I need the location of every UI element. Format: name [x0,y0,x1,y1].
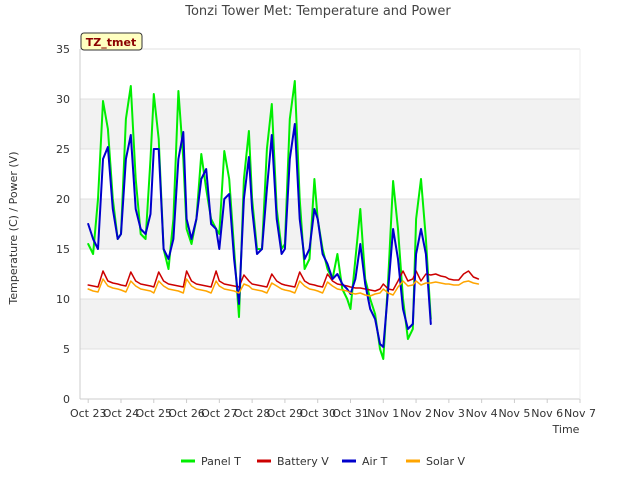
band-25-30 [80,99,580,149]
y-tick-30: 30 [56,93,70,106]
x-tick-2: Oct 25 [136,407,173,420]
x-tick-0: Oct 23 [70,407,107,420]
x-tick-6: Oct 29 [267,407,304,420]
x-tick-11: Nov 3 [433,407,465,420]
axes [79,49,581,400]
legend: Panel T Battery V Air T Solar V [181,455,466,468]
x-tick-8: Oct 31 [332,407,369,420]
y-tick-15: 15 [56,243,70,256]
x-tick-12: Nov 4 [466,407,498,420]
y-tick-10: 10 [56,293,70,306]
badge-label: TZ_tmet [86,36,136,49]
y-tick-0: 0 [63,393,70,406]
x-tick-7: Oct 30 [299,407,336,420]
chart-title: Tonzi Tower Met: Temperature and Power [184,4,451,19]
badge-box [80,32,143,51]
y-tick-25: 25 [56,143,70,156]
band-30-35 [80,49,580,99]
x-tick-10: Nov 2 [400,407,432,420]
series-line-solar-v [87,278,480,297]
series-line-air-t [87,123,432,348]
series-line-battery-v [87,270,480,292]
x-tick-4: Oct 27 [201,407,238,420]
series-lines [87,80,480,360]
y-tick-35: 35 [56,43,70,56]
band-0-5 [80,349,580,399]
band-15-20 [80,199,580,249]
y-tick-5: 5 [63,343,70,356]
station-badge: TZ_tmet [80,32,143,51]
y-axis-label: Temperature (C) / Power (V) [7,151,20,305]
x-tick-3: Oct 26 [168,407,205,420]
x-tick-5: Oct 28 [234,407,271,420]
x-tick-13: Nov 5 [498,407,530,420]
x-tick-15: Nov 7 [564,407,596,420]
band-20-25 [80,149,580,199]
x-tick-14: Nov 6 [531,407,563,420]
x-tick-9: Nov 1 [367,407,399,420]
y-tick-labels: 0 5 10 15 20 25 30 35 [56,43,70,406]
legend-label-battery-v: Battery V [277,455,329,468]
band-5-10 [80,299,580,349]
y-tick-20: 20 [56,193,70,206]
legend-label-panel-t: Panel T [201,455,241,468]
x-tick-1: Oct 24 [103,407,140,420]
series-line-panel-t [87,80,432,360]
legend-label-air-t: Air T [362,455,388,468]
background-bands [80,49,580,399]
x-axis-label: Time [552,423,580,436]
legend-label-solar-v: Solar V [426,455,466,468]
